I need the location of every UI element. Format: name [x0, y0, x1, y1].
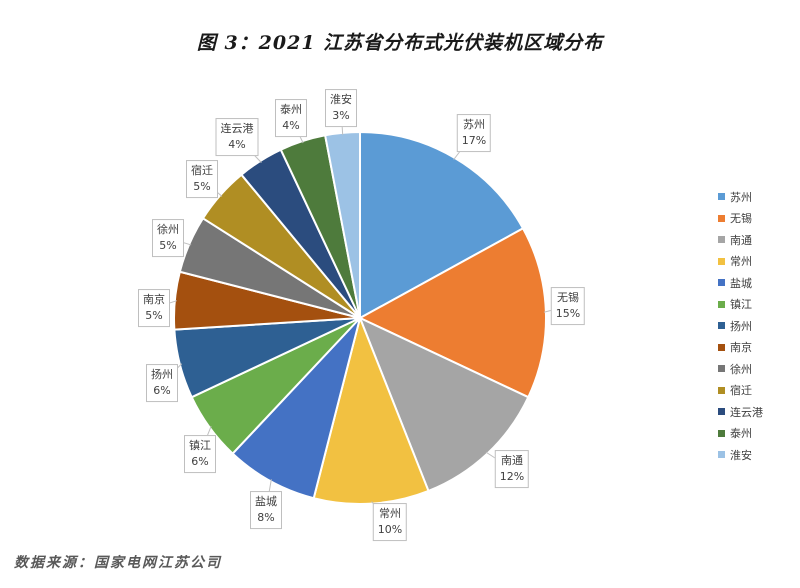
slice-callout-常州: 常州 10%: [372, 503, 408, 541]
slice-callout-value: 6%: [191, 455, 209, 468]
slice-callout-name: 扬州: [151, 368, 173, 382]
slice-callout-扬州: 扬州 6%: [146, 364, 178, 402]
pie-slice-常州: [312, 317, 430, 505]
legend-label: 南通: [730, 233, 752, 247]
slice-callout-value: 15%: [555, 307, 581, 320]
legend-swatch-icon: [718, 343, 725, 351]
slice-callout-name: 泰州: [280, 103, 302, 117]
legend-label: 徐州: [730, 362, 752, 376]
slice-callout-value: 6%: [153, 384, 171, 397]
legend-label: 苏州: [730, 190, 752, 204]
legend-item-盐城: 盐城: [718, 272, 763, 294]
slice-callout-value: 17%: [461, 134, 487, 147]
legend-swatch-icon: [718, 236, 725, 244]
slice-callout-镇江: 镇江 6%: [184, 435, 216, 473]
slice-callout-南京: 南京 5%: [138, 289, 170, 327]
legend-swatch-icon: [718, 451, 725, 459]
slice-callout-name: 宿迁: [191, 164, 213, 178]
slice-callout-无锡: 无锡 15%: [550, 287, 586, 325]
legend-swatch-icon: [718, 279, 725, 287]
slice-callout-value: 4%: [228, 138, 246, 151]
slice-callout-name: 徐州: [157, 223, 179, 237]
slice-callout-徐州: 徐州 5%: [152, 219, 184, 257]
legend-item-徐州: 徐州: [718, 358, 763, 380]
slice-callout-name: 无锡: [556, 291, 579, 305]
legend-label: 连云港: [730, 405, 763, 419]
legend-swatch-icon: [718, 408, 725, 416]
slice-callout-南通: 南通 12%: [494, 450, 530, 488]
legend-label: 南京: [730, 341, 752, 355]
chart-legend: 苏州无锡南通常州盐城镇江扬州南京徐州宿迁连云港泰州淮安: [718, 186, 763, 466]
legend-item-常州: 常州: [718, 251, 763, 273]
slice-callout-value: 5%: [145, 309, 163, 322]
slice-callout-name: 连云港: [220, 122, 254, 136]
slice-callout-name: 淮安: [330, 93, 352, 107]
slice-callout-苏州: 苏州 17%: [456, 114, 492, 152]
legend-label: 常州: [730, 255, 752, 269]
legend-swatch-icon: [718, 214, 725, 222]
legend-item-泰州: 泰州: [718, 423, 763, 445]
legend-label: 泰州: [730, 427, 752, 441]
legend-label: 无锡: [730, 212, 752, 226]
slice-callout-宿迁: 宿迁 5%: [186, 160, 218, 198]
legend-item-宿迁: 宿迁: [718, 380, 763, 402]
slice-callout-name: 常州: [378, 507, 401, 521]
legend-item-连云港: 连云港: [718, 401, 763, 423]
legend-item-淮安: 淮安: [718, 444, 763, 466]
slice-callout-name: 苏州: [462, 118, 485, 132]
slice-callout-value: 4%: [282, 119, 300, 132]
legend-item-扬州: 扬州: [718, 315, 763, 337]
legend-item-南京: 南京: [718, 337, 763, 359]
slice-callout-泰州: 泰州 4%: [275, 99, 307, 137]
slice-callout-name: 盐城: [255, 495, 277, 509]
slice-callout-value: 5%: [193, 180, 211, 193]
legend-item-无锡: 无锡: [718, 208, 763, 230]
slice-callout-value: 3%: [332, 109, 350, 122]
legend-swatch-icon: [718, 193, 725, 201]
legend-swatch-icon: [718, 300, 725, 308]
slice-callout-value: 10%: [377, 523, 403, 536]
slice-callout-name: 南京: [143, 293, 165, 307]
chart-title: 图 3：2021 江苏省分布式光伏装机区域分布: [196, 32, 604, 54]
legend-swatch-icon: [718, 365, 725, 373]
pie-slice-盐城: [231, 317, 361, 500]
legend-label: 扬州: [730, 319, 752, 333]
legend-item-苏州: 苏州: [718, 186, 763, 208]
slice-callout-连云港: 连云港 4%: [215, 118, 259, 156]
legend-item-镇江: 镇江: [718, 294, 763, 316]
slice-callout-淮安: 淮安 3%: [325, 89, 357, 127]
legend-swatch-icon: [718, 386, 725, 394]
legend-label: 淮安: [730, 448, 752, 462]
legend-swatch-icon: [718, 257, 725, 265]
slice-callout-盐城: 盐城 8%: [250, 491, 282, 529]
slice-callout-name: 镇江: [189, 439, 211, 453]
slice-callout-value: 12%: [499, 470, 525, 483]
slice-callout-value: 8%: [257, 511, 275, 524]
legend-swatch-icon: [718, 429, 725, 437]
legend-label: 宿迁: [730, 384, 752, 398]
slice-callout-name: 南通: [500, 454, 523, 468]
legend-item-南通: 南通: [718, 229, 763, 251]
source-note: 数据来源：国家电网江苏公司: [14, 555, 222, 571]
legend-swatch-icon: [718, 322, 725, 330]
legend-label: 盐城: [730, 276, 752, 290]
slice-callout-value: 5%: [159, 239, 177, 252]
legend-label: 镇江: [730, 298, 752, 312]
